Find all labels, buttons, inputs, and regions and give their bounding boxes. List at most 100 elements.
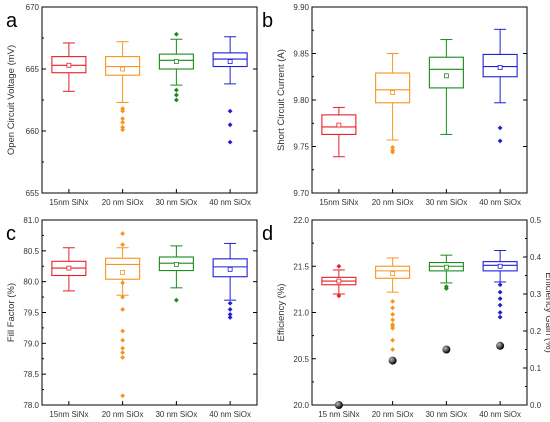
- mean-marker: [66, 265, 72, 271]
- outlier-point: [227, 307, 233, 312]
- x-tick-label: 15nm SiNx: [319, 198, 358, 207]
- y-tick-label: 9.80: [293, 96, 309, 105]
- y2-tick-label: 0.3: [530, 290, 542, 299]
- outlier-point: [173, 297, 179, 303]
- outlier-point: [227, 311, 233, 317]
- efficiency-gain-point: [442, 345, 451, 354]
- outlier-point: [336, 263, 342, 269]
- outlier-point: [173, 92, 179, 98]
- outlier-point: [120, 116, 126, 121]
- panel-d: 20.0 20.5 21.0 21.5 22.0 15 nm SiNx 20 nm SiOx…: [262, 216, 550, 419]
- mean-marker: [443, 73, 449, 79]
- y-tick-label: 81.0: [23, 216, 39, 225]
- mean-marker: [173, 261, 179, 267]
- outlier-point: [390, 325, 396, 331]
- x-tick-label: 40 nm SiOx: [479, 410, 521, 419]
- mean-marker: [497, 263, 503, 269]
- outlier-point: [390, 149, 396, 155]
- outlier-point: [120, 106, 126, 112]
- x-tick-label: 20 nm SiOx: [372, 198, 414, 207]
- x-tick-label: 30 nm SiOx: [155, 410, 197, 419]
- mean-marker: [227, 266, 233, 272]
- y-tick-label: 22.0: [293, 216, 309, 225]
- outlier-point: [120, 124, 126, 130]
- y-tick-label: 665: [26, 65, 40, 74]
- x-tick-label: 30 nm SiOx: [425, 410, 467, 419]
- x-tick-label: 20 nm SiOx: [102, 198, 144, 207]
- y-tick-label: 20.5: [293, 355, 309, 364]
- outlier-point: [120, 393, 126, 399]
- panel-a: 655 660 665 670 15nm SiNx 20 nm SiOx 30 nm SiO…: [6, 3, 258, 207]
- outlier-point: [120, 328, 126, 334]
- mean-marker: [120, 66, 126, 72]
- y2-tick-label: 0.0: [530, 401, 542, 410]
- outlier-point: [120, 307, 126, 312]
- outlier-point: [497, 289, 503, 295]
- panel-c: 78.0 78.5 79.0 79.5 80.0 80.5 81.0 15nm SiNx 20 …: [6, 216, 258, 419]
- outlier-point: [227, 300, 233, 306]
- outlier-point: [120, 355, 126, 360]
- y-tick-label: 660: [26, 127, 40, 136]
- mean-marker: [497, 65, 503, 70]
- efficiency-gain-point: [496, 341, 505, 350]
- mean-marker: [390, 271, 396, 277]
- box: [375, 72, 411, 104]
- x-tick-label: 20 nm SiOx: [372, 410, 414, 419]
- outlier-point: [120, 119, 126, 125]
- x-tick-label: 40 nm SiOx: [479, 198, 521, 207]
- outlier-point: [120, 242, 126, 248]
- y2-tick-label: 0.2: [530, 327, 542, 336]
- mean-marker: [173, 59, 179, 64]
- y-tick-label: 670: [26, 3, 40, 12]
- y-tick-label: 78.0: [23, 401, 39, 410]
- outlier-point: [336, 293, 342, 299]
- y-tick-label: 9.85: [293, 50, 309, 59]
- outlier-point: [497, 138, 503, 144]
- mean-marker: [336, 122, 342, 128]
- panel-letter: c: [6, 223, 16, 245]
- y-tick-label: 79.0: [23, 339, 39, 348]
- outlier-point: [390, 317, 396, 323]
- x-tick-label: 40 nm SiOx: [209, 410, 251, 419]
- box: [105, 257, 141, 280]
- y-tick-label: 20.0: [293, 401, 309, 410]
- x-tick-label: 15 nm SiNx: [318, 410, 359, 419]
- outlier-point: [497, 296, 503, 302]
- x-tick-label: 30 nm SiOx: [425, 198, 467, 207]
- y-tick-label: 80.0: [23, 278, 39, 287]
- outlier-point: [227, 139, 233, 145]
- outlier-point: [390, 305, 396, 311]
- outlier-point: [390, 347, 396, 352]
- outlier-point: [120, 108, 126, 114]
- y2-axis-label: Efficiency Gain (%): [543, 272, 550, 353]
- box: [428, 56, 464, 89]
- outlier-point: [497, 282, 503, 288]
- outlier-point: [120, 127, 126, 133]
- y2-tick-label: 0.1: [530, 364, 542, 373]
- mean-marker: [390, 90, 396, 95]
- x-tick-label: 15nm SiNx: [49, 410, 88, 419]
- y-axis-label: Efficiency (%): [276, 284, 287, 342]
- outlier-point: [173, 87, 179, 93]
- mean-marker: [120, 270, 126, 275]
- mean-marker: [336, 278, 342, 284]
- box: [105, 56, 141, 76]
- mean-marker: [227, 59, 233, 64]
- outlier-point: [120, 350, 126, 355]
- outlier-point: [173, 31, 179, 37]
- outlier-point: [443, 286, 449, 291]
- outlier-point: [497, 310, 503, 315]
- outlier-point: [390, 311, 396, 317]
- panel-letter: d: [262, 223, 273, 245]
- y-tick-label: 80.5: [23, 247, 39, 256]
- outlier-point: [120, 280, 126, 286]
- outlier-point: [390, 145, 396, 150]
- y-tick-label: 79.5: [23, 309, 39, 318]
- x-tick-label: 30 nm SiOx: [155, 198, 197, 207]
- efficiency-gain-point: [388, 356, 397, 365]
- outlier-point: [120, 294, 126, 300]
- outlier-point: [173, 97, 179, 103]
- y-tick-label: 9.70: [293, 189, 309, 198]
- outlier-point: [497, 302, 503, 308]
